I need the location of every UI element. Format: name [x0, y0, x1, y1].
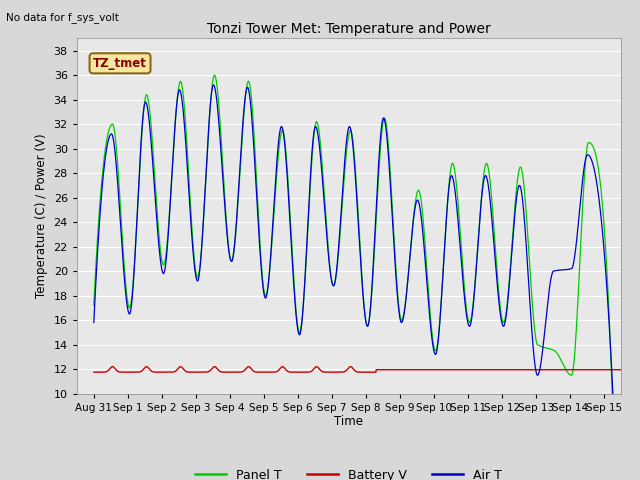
Y-axis label: Temperature (C) / Power (V): Temperature (C) / Power (V) — [35, 134, 48, 298]
Legend: Panel T, Battery V, Air T: Panel T, Battery V, Air T — [190, 464, 508, 480]
Title: Tonzi Tower Met: Temperature and Power: Tonzi Tower Met: Temperature and Power — [207, 22, 491, 36]
Text: No data for f_sys_volt: No data for f_sys_volt — [6, 12, 119, 23]
Text: TZ_tmet: TZ_tmet — [93, 57, 147, 70]
X-axis label: Time: Time — [334, 415, 364, 429]
